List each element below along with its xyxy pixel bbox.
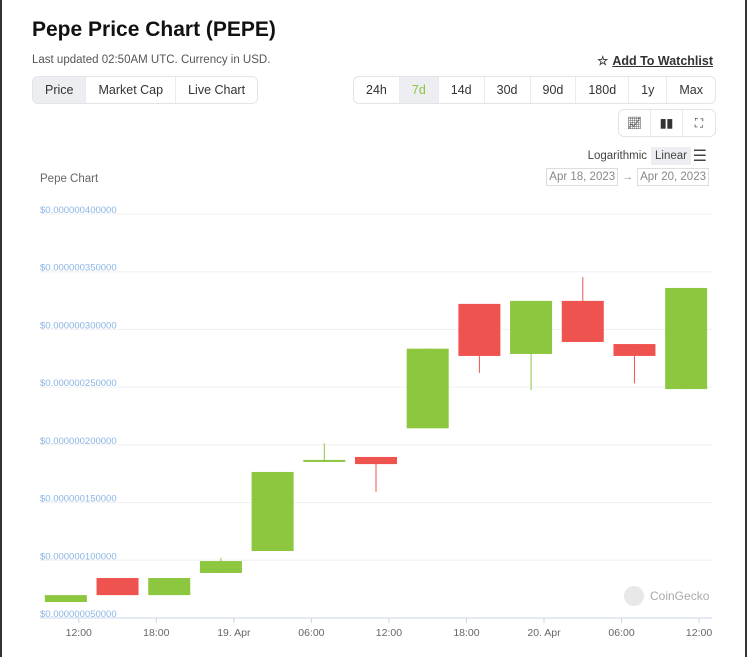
candle-down[interactable] [458, 303, 501, 356]
x-tick-label: 12:00 [376, 627, 402, 639]
logarithmic-button[interactable]: Logarithmic [587, 150, 648, 162]
page-title: Pepe Price Chart (PEPE) [32, 18, 276, 41]
range-tab-180d[interactable]: 180d [576, 77, 630, 103]
y-tick-label: $0.000000300000 [40, 320, 117, 331]
range-tab-7d[interactable]: 7d [399, 77, 439, 103]
x-tick-label: 20. Apr [527, 627, 561, 639]
tab-market-cap[interactable]: Market Cap [86, 77, 177, 103]
x-tick-label: 06:00 [608, 627, 634, 639]
candle-down[interactable] [613, 344, 656, 356]
candle-down[interactable] [355, 456, 397, 465]
candle-up[interactable] [148, 578, 191, 596]
candle-up[interactable] [251, 471, 294, 552]
candle-down[interactable] [96, 578, 139, 596]
fullscreen-icon[interactable]: ⛶ [694, 116, 704, 130]
last-updated: Last updated 02:50AM UTC. Currency in US… [32, 54, 271, 66]
y-tick-label: $0.000000150000 [40, 494, 117, 505]
candle-up[interactable] [199, 561, 242, 573]
candle-up[interactable] [665, 287, 708, 390]
date-to-input[interactable]: Apr 20, 2023 [637, 168, 709, 186]
range-tabs: 24h 7d 14d 30d 90d 180d 1y Max [353, 76, 716, 104]
range-tab-24h[interactable]: 24h [354, 77, 400, 103]
chart-title: Pepe Chart [40, 173, 99, 185]
x-tick-label: 18:00 [143, 627, 169, 639]
candle-up[interactable] [406, 348, 449, 429]
view-tabs: Price Market Cap Live Chart [32, 76, 259, 104]
date-arrow: → [622, 171, 634, 183]
range-tab-max[interactable]: Max [679, 83, 703, 97]
x-tick-label: 06:00 [298, 627, 324, 639]
y-tick-label: $0.000000200000 [40, 436, 117, 447]
range-tab-1y[interactable]: 1y [629, 77, 668, 103]
star-icon: ☆ [597, 54, 609, 68]
range-tab-14d[interactable]: 14d [439, 77, 485, 103]
x-tick-label: 18:00 [453, 627, 479, 639]
candle-up[interactable] [44, 595, 87, 603]
candle-up[interactable] [303, 459, 346, 462]
linear-button[interactable]: Linear [651, 147, 691, 165]
svg-text:CoinGecko: CoinGecko [650, 589, 710, 603]
range-tab-30d[interactable]: 30d [485, 77, 531, 103]
menu-icon[interactable]: ☰ [692, 148, 707, 165]
date-from-input[interactable]: Apr 18, 2023 [546, 168, 619, 186]
x-tick-label: 12:00 [66, 627, 92, 639]
y-tick-label: $0.000000050000 [40, 609, 117, 620]
tab-price[interactable]: Price [33, 77, 87, 103]
coingecko-watermark: CoinGecko [624, 586, 710, 606]
add-to-watchlist-link[interactable]: ☆ Add To Watchlist [597, 53, 713, 69]
y-tick-label: $0.000000250000 [40, 378, 117, 389]
x-tick-label: 12:00 [686, 627, 712, 639]
candle-down[interactable] [561, 300, 604, 342]
line-chart-icon[interactable]: 📈︎ [619, 110, 651, 136]
y-tick-label: $0.000000100000 [40, 551, 117, 562]
x-tick-label: 19. Apr [217, 627, 251, 639]
chart-type-toggle: 📈︎ ▮▮ ⛶ [618, 109, 716, 137]
y-tick-label: $0.000000350000 [40, 263, 117, 274]
tab-live-chart[interactable]: Live Chart [188, 83, 246, 97]
candlestick-icon[interactable]: ▮▮ [651, 110, 683, 136]
candle-up[interactable] [510, 300, 553, 354]
scale-toggle: Logarithmic Linear [588, 147, 691, 165]
y-tick-label: $0.000000400000 [40, 205, 117, 216]
range-tab-90d[interactable]: 90d [531, 77, 577, 103]
